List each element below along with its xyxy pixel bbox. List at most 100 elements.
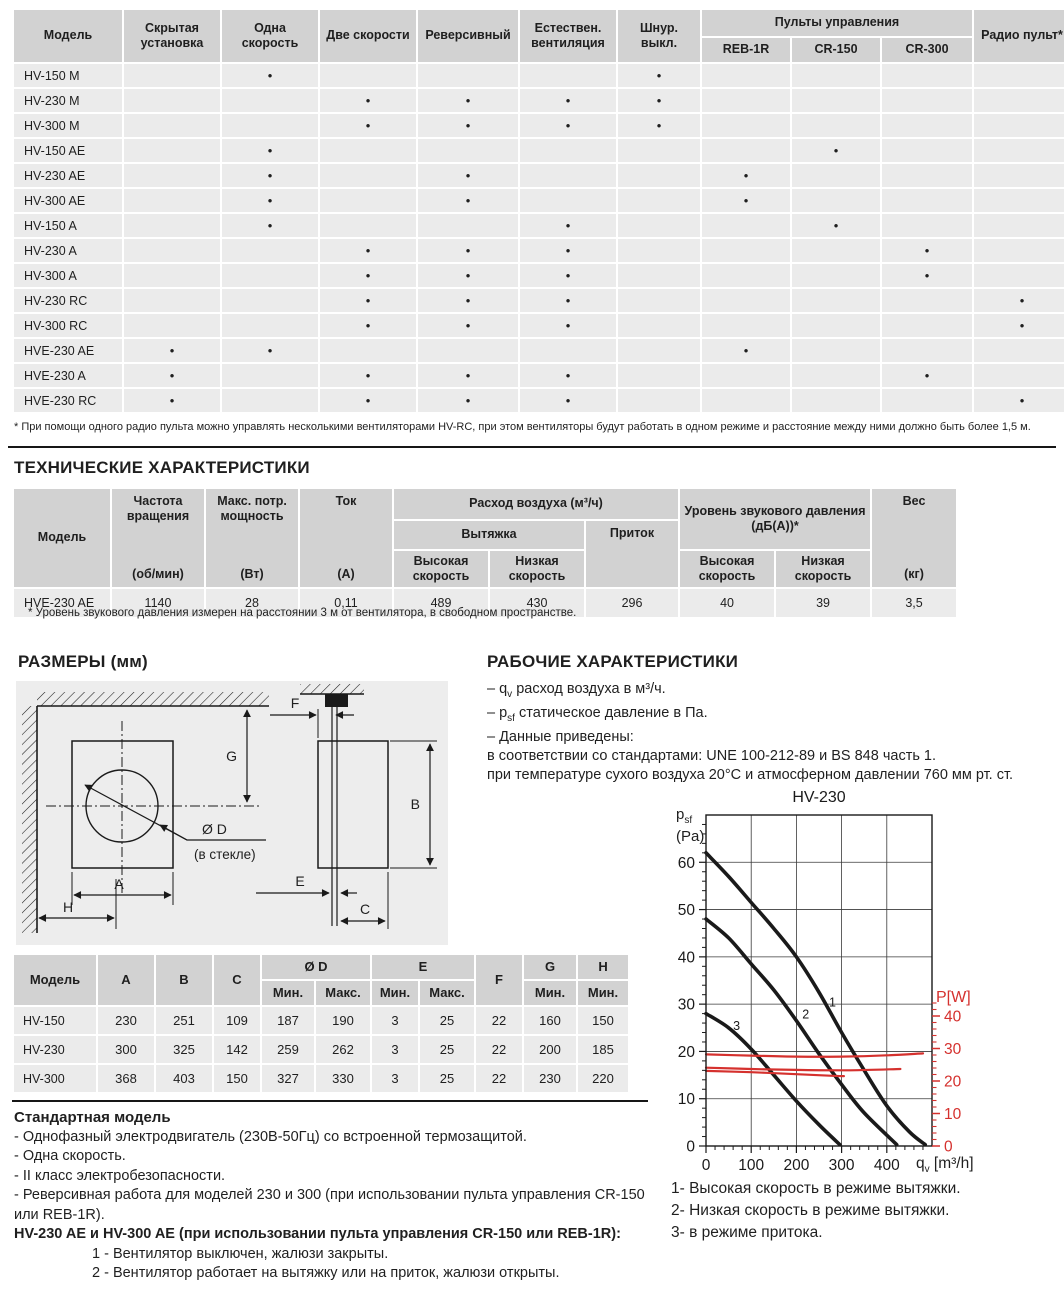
svg-text:60: 60 — [678, 855, 696, 872]
model-name-cell: HV-230 M — [14, 89, 122, 112]
dim-value-cell: 368 — [98, 1065, 154, 1092]
feature-cell — [882, 114, 973, 137]
model-name-cell: HV-230 RC — [14, 289, 122, 312]
standard-model-item: - Однофазный электродвигатель (230В-50Гц… — [14, 1128, 527, 1145]
mount-block — [325, 694, 348, 707]
col-header-reversible: Реверсивный — [418, 10, 518, 62]
dims-subheader-min: Мин. — [524, 981, 577, 1005]
feature-cell — [418, 339, 518, 362]
feature-cell: • — [320, 114, 416, 137]
bullet-mark: • — [267, 143, 273, 158]
dim-label-b: B — [411, 796, 420, 812]
dims-header-a: A — [98, 955, 154, 1005]
standard-model-block: Стандартная модель - Однофазный электрод… — [14, 1108, 662, 1284]
feature-cell: • — [618, 64, 700, 87]
feature-cell — [792, 239, 880, 262]
model-name-cell: HV-230 — [14, 1036, 96, 1063]
svg-text:0: 0 — [686, 1139, 695, 1156]
bullet-mark: • — [565, 368, 571, 383]
table-row: HV-230 RC • • • • — [14, 289, 1064, 312]
dims-header-f: F — [476, 955, 523, 1005]
feature-cell — [124, 314, 220, 337]
dim-value-cell: 22 — [476, 1007, 523, 1034]
bullet-mark: • — [465, 393, 471, 408]
feature-cell — [882, 139, 973, 162]
feature-cell — [124, 189, 220, 212]
dim-label-d-note: (в стекле) — [194, 847, 256, 862]
feature-cell: • — [418, 164, 518, 187]
dim-value-cell: 25 — [420, 1065, 475, 1092]
tech-value-cell: 430 — [490, 589, 584, 617]
bullet-mark: • — [465, 168, 471, 183]
table-row: HV-150 A • • • — [14, 214, 1064, 237]
model-name-cell: HV-300 — [14, 1065, 96, 1092]
dim-value-cell: 150 — [214, 1065, 260, 1092]
table-row: HV-300 A • • • • — [14, 264, 1064, 287]
bullet-mark: • — [465, 193, 471, 208]
feature-cell — [124, 264, 220, 287]
feature-cell — [702, 239, 790, 262]
feature-cell — [792, 89, 880, 112]
feature-cell — [702, 314, 790, 337]
feature-cell: • — [124, 389, 220, 412]
bullet-mark: • — [169, 343, 175, 358]
bullet-mark: • — [365, 393, 371, 408]
feature-cell — [618, 364, 700, 387]
model-name-cell: HV-150 AE — [14, 139, 122, 162]
tech-header-supply: Приток — [586, 521, 679, 587]
feature-cell: • — [520, 264, 616, 287]
feature-cell — [974, 89, 1064, 112]
dims-header-b: B — [156, 955, 212, 1005]
feature-cell — [702, 264, 790, 287]
dims-subheader-max: Макс. — [420, 981, 475, 1005]
bullet-mark: • — [924, 368, 930, 383]
feature-cell — [222, 314, 318, 337]
feature-cell — [882, 389, 973, 412]
dim-value-cell: 230 — [524, 1065, 577, 1092]
feature-cell — [320, 64, 416, 87]
feature-cell: • — [520, 114, 616, 137]
feature-cell: • — [418, 289, 518, 312]
ceiling-hatch-side — [300, 684, 364, 694]
tech-value-cell: 0,11 — [300, 589, 392, 617]
feature-cell — [222, 364, 318, 387]
dims-header-e: E — [372, 955, 475, 979]
feature-cell: • — [418, 389, 518, 412]
dim-value-cell: 3 — [372, 1007, 418, 1034]
feature-cell — [520, 339, 616, 362]
feature-cell — [222, 239, 318, 262]
feature-cell — [792, 189, 880, 212]
feature-cell — [222, 289, 318, 312]
col-header-cr300: CR-300 — [882, 38, 973, 62]
feature-cell — [222, 389, 318, 412]
feature-cell — [520, 164, 616, 187]
table-row: HV-300 AE • • • — [14, 189, 1064, 212]
model-name-cell: HV-150 A — [14, 214, 122, 237]
svg-text:40: 40 — [678, 949, 696, 966]
feature-cell — [702, 89, 790, 112]
feature-cell — [418, 214, 518, 237]
dim-value-cell: 300 — [98, 1036, 154, 1063]
bullet-mark: • — [465, 118, 471, 133]
feature-cell: • — [320, 264, 416, 287]
svg-text:40: 40 — [944, 1009, 962, 1026]
dim-value-cell: 230 — [98, 1007, 154, 1034]
y-axis-label: psf (Pa) — [676, 806, 705, 845]
feature-cell: • — [520, 289, 616, 312]
fan-body-outline — [317, 740, 389, 869]
bullet-mark: • — [833, 218, 839, 233]
feature-cell — [222, 264, 318, 287]
bullet-mark: • — [465, 268, 471, 283]
col-header-remote-group: Пульты управления — [702, 10, 973, 36]
feature-cell: • — [418, 314, 518, 337]
model-name-cell: HVE-230 AE — [14, 589, 110, 617]
feature-cell — [618, 139, 700, 162]
feature-cell — [618, 164, 700, 187]
feature-cell: • — [520, 239, 616, 262]
dim-value-cell: 25 — [420, 1007, 475, 1034]
dim-value-cell: 200 — [524, 1036, 577, 1063]
bullet-mark: • — [924, 268, 930, 283]
bullet-mark: • — [465, 318, 471, 333]
feature-cell: • — [520, 364, 616, 387]
